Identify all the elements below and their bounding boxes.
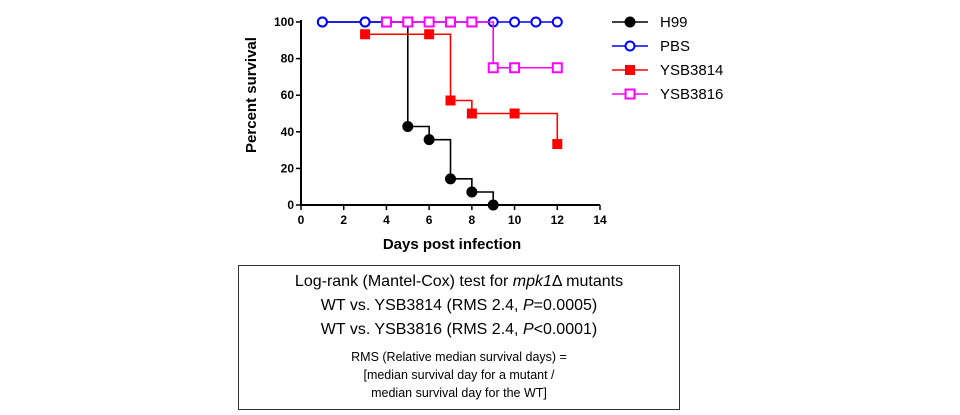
data-point: [466, 186, 478, 198]
x-tick-label: 10: [508, 213, 522, 227]
data-point: [360, 29, 371, 40]
p-value: <0.0001): [533, 321, 598, 338]
data-point: [402, 16, 414, 28]
comparison-text: WT vs. YSB3816 (RMS 2.4,: [320, 321, 523, 338]
data-point: [445, 95, 456, 106]
x-axis-title: Days post infection: [383, 236, 521, 253]
x-tick-label: 12: [551, 213, 565, 227]
x-tick-label: 6: [426, 213, 433, 227]
data-point: [424, 29, 435, 40]
legend-marker: [624, 88, 636, 100]
chart-legend: H99 PBS YSB3814 YSB3816: [612, 14, 723, 103]
data-point: [423, 16, 435, 28]
data-point: [466, 16, 478, 28]
x-tick-label: 2: [340, 213, 347, 227]
rms-note-line-2: [median survival day for a mutant /: [363, 368, 555, 382]
data-point: [509, 62, 521, 74]
legend-entry-ysb3814: YSB3814: [612, 62, 723, 79]
series-line: [365, 33, 559, 145]
data-point: [487, 62, 499, 74]
chart-axes: 0 20 40 60 80 100 0 2 4 6 8 10 12 14: [274, 15, 607, 227]
survival-chart: 0 20 40 60 80 100 0 2 4 6 8 10 12 14 Percent survival…: [243, 14, 723, 253]
legend-marker: [624, 40, 636, 52]
rms-note-line-1: RMS (Relative median survival days) =: [351, 350, 567, 364]
stats-heading: Log-rank (Mantel-Cox) test for mpk1Δ mut…: [239, 270, 679, 294]
legend-label: PBS: [660, 38, 690, 55]
stats-heading-gene: mpk1: [512, 273, 552, 290]
legend-entry-h99: H99: [612, 14, 688, 31]
series-ysb3816: [380, 16, 563, 74]
data-point: [551, 62, 563, 74]
legend-marker: [625, 65, 635, 75]
p-value: =0.0005): [533, 297, 598, 314]
data-point: [445, 16, 456, 28]
p-symbol: P: [522, 321, 534, 338]
x-tick-label: 8: [469, 213, 476, 227]
x-tick-label: 0: [298, 213, 305, 227]
comparison-ysb3816: WT vs. YSB3816 (RMS 2.4, P<0.0001): [239, 318, 679, 342]
data-point: [509, 16, 521, 28]
series-line: [386, 21, 558, 69]
comparison-text: WT vs. YSB3814 (RMS 2.4,: [320, 297, 523, 314]
y-tick-label: 20: [281, 161, 295, 175]
statistics-box: Log-rank (Mantel-Cox) test for mpk1Δ mut…: [238, 265, 680, 410]
data-point: [316, 16, 328, 28]
legend-label: YSB3816: [660, 86, 723, 103]
data-point: [359, 16, 371, 28]
data-point: [551, 16, 563, 28]
stats-heading-prefix: Log-rank (Mantel-Cox) test for: [294, 273, 513, 290]
legend-marker: [624, 16, 636, 28]
legend-entry-ysb3816: YSB3816: [612, 86, 723, 103]
y-tick-label: 60: [281, 88, 295, 102]
data-point: [423, 134, 435, 146]
legend-label: H99: [660, 14, 688, 31]
data-point: [466, 108, 477, 119]
series-ysb3814: [360, 29, 563, 150]
legend-label: YSB3814: [660, 62, 723, 79]
data-point: [552, 139, 563, 150]
data-point: [445, 173, 456, 185]
y-tick-label: 80: [281, 52, 295, 66]
y-tick-label: 40: [281, 125, 295, 139]
data-point: [509, 108, 520, 119]
y-axis-title: Percent survival: [243, 37, 260, 153]
p-symbol: P: [522, 297, 534, 314]
y-tick-label: 0: [287, 198, 294, 212]
x-tick-label: 4: [383, 213, 390, 227]
comparison-ysb3814: WT vs. YSB3814 (RMS 2.4, P=0.0005): [239, 294, 679, 318]
data-point: [530, 16, 542, 28]
y-tick-label: 100: [274, 15, 294, 29]
data-point: [487, 199, 499, 211]
rms-note-line-3: median survival day for the WT]: [371, 386, 547, 400]
data-point: [402, 120, 414, 132]
stats-heading-suffix: Δ mutants: [551, 273, 624, 290]
x-tick-label: 14: [593, 213, 607, 227]
legend-entry-pbs: PBS: [612, 38, 690, 55]
data-point: [380, 16, 392, 28]
chart-series: [316, 16, 563, 211]
